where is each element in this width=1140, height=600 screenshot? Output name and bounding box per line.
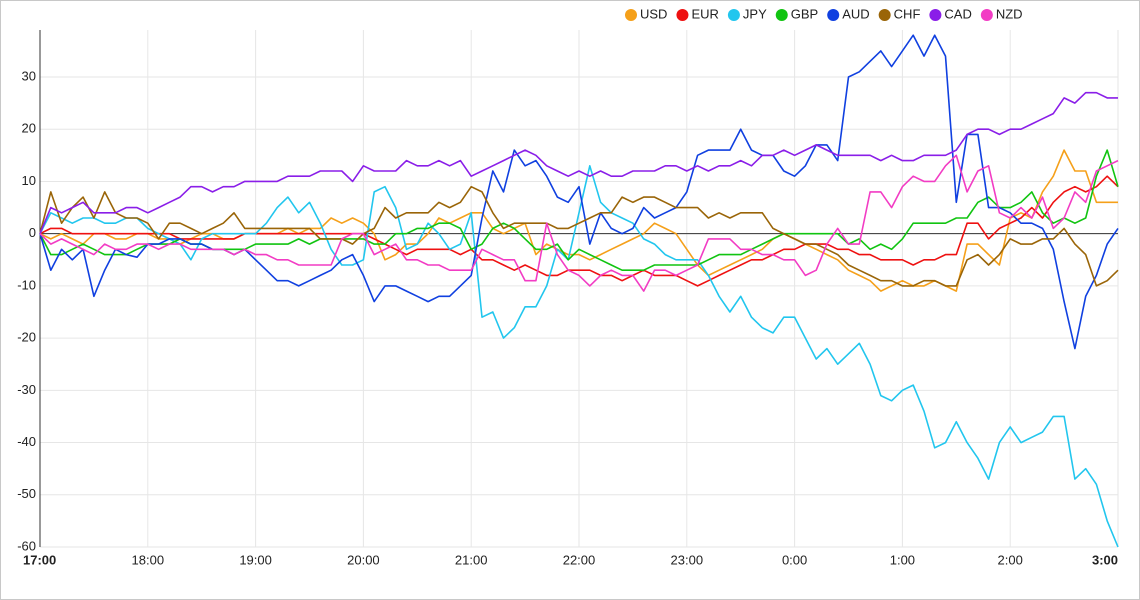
x-tick-label: 20:00 [347,552,380,567]
legend-marker [775,9,788,21]
y-tick-label: -20 [17,330,36,345]
y-tick-label: -40 [17,434,36,449]
y-tick-label: 10 [22,173,36,188]
legend-label: JPY [743,6,767,21]
series-line [39,154,1119,292]
x-tick-label: 2:00 [998,552,1023,567]
x-tick-label: 0:00 [782,552,807,567]
legend-marker [878,9,891,21]
x-tick-label: 23:00 [671,552,704,567]
legend-label: NZD [996,6,1023,21]
series-line [39,91,1118,235]
legend-label: CHF [894,6,921,21]
x-tick-label: 18:00 [132,552,165,567]
legend-marker [980,9,993,21]
legend-label: AUD [842,6,869,21]
series-line [39,185,1119,287]
y-tick-label: -50 [17,486,36,501]
legend-marker [625,9,637,21]
x-tick-label: 21:00 [455,552,488,567]
x-tick-label: 22:00 [563,552,596,567]
y-tick-label: 20 [22,121,36,136]
legend-marker [827,9,840,21]
legend-label: GBP [791,6,818,21]
y-tick-label: 30 [22,68,36,83]
legend-label: USD [640,6,667,21]
series-line [39,175,1119,287]
legend-marker [676,9,689,21]
series-line [39,165,1119,548]
y-tick-label: 0 [29,225,36,240]
legend-label: EUR [691,6,718,21]
x-tick-label: 3:00 [1092,552,1118,567]
y-tick-label: -60 [17,538,36,553]
y-tick-label: -30 [17,382,36,397]
x-tick-label: 19:00 [239,552,272,567]
x-tick-label: 17:00 [23,552,56,567]
y-tick-label: -10 [17,277,36,292]
x-tick-label: 1:00 [890,552,915,567]
legend-marker [929,9,942,21]
legend-marker [727,9,740,21]
legend-label: CAD [944,6,971,21]
